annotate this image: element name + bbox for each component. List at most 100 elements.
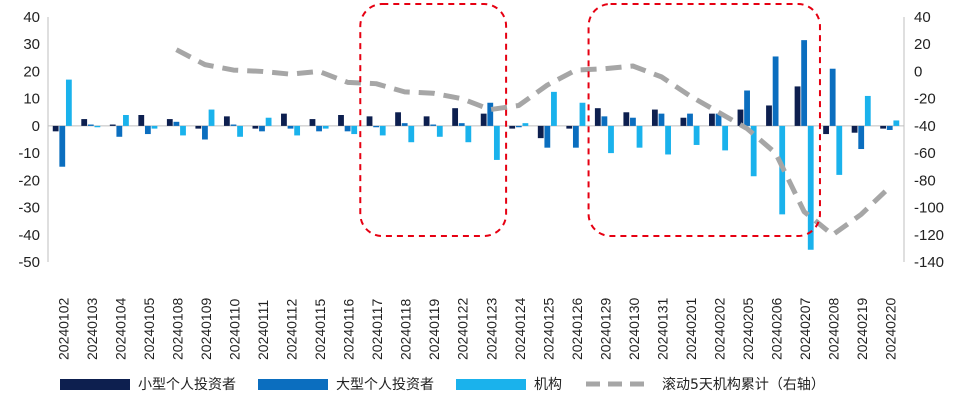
bar-small-investors: [537, 125, 544, 139]
bar-large-investors: [430, 124, 437, 126]
legend-item-rolling-5day: 滚动5天机构累计（右轴）: [584, 374, 825, 394]
highlight-region-2: [587, 3, 821, 237]
legend-label: 大型个人投资者: [336, 377, 434, 393]
bar-institutions: [265, 117, 272, 126]
bar-large-investors: [886, 125, 893, 130]
left-axis-tick-label: -30: [18, 200, 40, 217]
bar-small-investors: [366, 116, 373, 126]
bar-institutions: [522, 123, 529, 126]
right-axis-tick-label: -60: [914, 145, 936, 162]
bar-large-investors: [230, 124, 237, 126]
legend: 小型个人投资者 大型个人投资者 机构 滚动5天机构累计（右轴）: [60, 374, 960, 394]
x-axis-tick-label: 20240208: [826, 297, 842, 360]
bar-large-investors: [544, 125, 551, 148]
bar-small-investors: [309, 119, 316, 126]
right-axis-tick-label: -100: [914, 200, 944, 217]
legend-swatch: [258, 378, 328, 390]
x-axis-tick-label: 20240205: [740, 297, 756, 360]
bar-institutions: [294, 125, 301, 136]
bar-small-investors: [338, 115, 344, 126]
bar-small-investors: [509, 125, 516, 129]
x-axis-tick-label: 20240220: [883, 297, 899, 360]
bar-institutions: [322, 125, 329, 129]
bar-large-investors: [744, 90, 750, 126]
x-axis-tick-label: 20240201: [683, 297, 699, 360]
bar-large-investors: [515, 125, 522, 128]
bar-institutions: [436, 125, 443, 137]
bar-small-investors: [566, 125, 573, 129]
bar-institutions: [465, 125, 472, 143]
x-axis-tick-label: 20240109: [198, 297, 214, 360]
bar-institutions: [237, 125, 243, 137]
right-axis-tick-label: 0: [914, 63, 922, 80]
bar-small-investors: [851, 125, 858, 133]
x-axis-tick-label: 20240104: [112, 297, 128, 360]
bar-large-investors: [401, 123, 408, 126]
right-axis-tick-label: -140: [914, 254, 944, 271]
bar-large-investors: [715, 113, 722, 126]
legend-item-institutions: 机构: [456, 374, 562, 394]
left-axis-tick-label: 10: [23, 91, 40, 108]
left-axis-tick-label: -50: [18, 254, 40, 271]
x-axis-tick-label: 20240110: [226, 299, 242, 360]
bar-institutions: [807, 125, 814, 250]
left-axis-tick-label: -20: [18, 172, 40, 189]
x-axis-tick-label: 20240115: [312, 299, 328, 360]
left-axis-tick-label: -40: [18, 227, 40, 244]
bar-institutions: [608, 125, 614, 154]
bar-large-investors: [287, 125, 294, 129]
bar-small-investors: [480, 113, 487, 126]
x-axis-tick-label: 20240126: [569, 297, 585, 360]
left-axis-tick-label: 0: [32, 118, 40, 135]
bar-small-investors: [395, 112, 401, 126]
x-axis-tick-label: 20240207: [797, 297, 813, 360]
x-axis-tick-label: 20240130: [626, 297, 642, 360]
bar-small-investors: [766, 105, 772, 126]
x-axis-tick-label: 20240108: [169, 297, 185, 360]
x-axis-tick-label: 20240202: [712, 297, 728, 360]
bar-small-investors: [651, 109, 658, 126]
bar-large-investors: [601, 116, 608, 126]
bar-small-investors: [252, 125, 259, 129]
x-axis-tick-label: 20240129: [597, 297, 613, 360]
bar-large-investors: [458, 123, 465, 126]
legend-swatch: [60, 378, 130, 390]
bar-institutions: [893, 120, 900, 126]
x-axis-tick-label: 20240111: [255, 300, 271, 360]
bar-large-investors: [829, 68, 836, 126]
bar-small-investors: [794, 86, 801, 126]
right-axis-tick-label: -120: [914, 227, 944, 244]
bar-small-investors: [52, 125, 59, 132]
legend-label: 滚动5天机构累计（右轴）: [662, 377, 825, 393]
right-axis-tick-label: -20: [914, 91, 936, 108]
right-axis-tick-label: -40: [914, 118, 936, 135]
bar-institutions: [750, 125, 757, 177]
bar-small-investors: [823, 125, 829, 135]
bar-institutions: [351, 125, 358, 135]
x-axis-tick-label: 20240102: [55, 297, 71, 360]
bar-large-investors: [144, 125, 151, 135]
left-axis-tick-label: -10: [18, 145, 40, 162]
bar-large-investors: [801, 40, 808, 126]
x-axis-tick-label: 20240122: [455, 297, 471, 360]
legend-swatch: [456, 378, 526, 390]
bar-large-investors: [630, 117, 636, 126]
bar-small-investors: [680, 117, 687, 126]
bar-institutions: [151, 125, 158, 129]
x-axis-tick-label: 20240118: [398, 299, 414, 360]
x-axis-tick-label: 20240125: [540, 297, 556, 360]
bar-large-investors: [858, 125, 865, 150]
bar-institutions: [408, 125, 415, 143]
bar-small-investors: [109, 124, 116, 126]
bar-large-investors: [259, 125, 265, 132]
bar-institutions: [65, 79, 72, 126]
bar-large-investors: [202, 125, 208, 140]
bar-small-investors: [594, 108, 601, 126]
bar-small-investors: [623, 112, 630, 126]
bar-institutions: [123, 115, 129, 126]
bar-small-investors: [452, 108, 459, 126]
x-axis-tick-label: 20240124: [512, 297, 528, 360]
bar-institutions: [493, 125, 500, 160]
bar-large-investors: [344, 125, 351, 132]
x-axis-tick-label: 20240131: [654, 297, 670, 360]
